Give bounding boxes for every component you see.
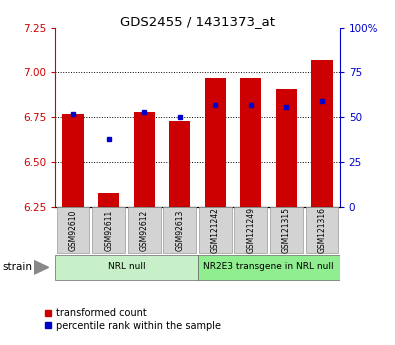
Bar — [311, 60, 333, 207]
Text: GSM92610: GSM92610 — [69, 210, 77, 251]
Text: GSM92613: GSM92613 — [175, 210, 184, 251]
Text: GSM121249: GSM121249 — [246, 207, 255, 253]
Text: GSM92611: GSM92611 — [104, 210, 113, 251]
FancyBboxPatch shape — [92, 207, 125, 253]
FancyBboxPatch shape — [55, 255, 198, 280]
Text: GDS2455 / 1431373_at: GDS2455 / 1431373_at — [120, 16, 275, 29]
Bar — [205, 78, 226, 207]
Legend: transformed count, percentile rank within the sample: transformed count, percentile rank withi… — [44, 308, 221, 331]
FancyBboxPatch shape — [164, 207, 196, 253]
Text: strain: strain — [2, 263, 32, 272]
FancyBboxPatch shape — [306, 207, 338, 253]
FancyBboxPatch shape — [128, 207, 160, 253]
Text: GSM121316: GSM121316 — [318, 207, 326, 253]
Text: GSM121242: GSM121242 — [211, 207, 220, 253]
FancyBboxPatch shape — [57, 207, 89, 253]
Bar — [134, 112, 155, 207]
Text: GSM92612: GSM92612 — [140, 210, 149, 251]
Text: NR2E3 transgene in NRL null: NR2E3 transgene in NRL null — [203, 262, 334, 271]
Bar — [276, 89, 297, 207]
Bar — [62, 114, 84, 207]
FancyBboxPatch shape — [198, 255, 340, 280]
Text: NRL null: NRL null — [107, 262, 145, 271]
Bar — [240, 78, 261, 207]
Bar — [169, 121, 190, 207]
Polygon shape — [34, 260, 49, 274]
Text: GSM121315: GSM121315 — [282, 207, 291, 253]
Bar — [98, 193, 119, 207]
FancyBboxPatch shape — [235, 207, 267, 253]
FancyBboxPatch shape — [199, 207, 231, 253]
FancyBboxPatch shape — [270, 207, 303, 253]
